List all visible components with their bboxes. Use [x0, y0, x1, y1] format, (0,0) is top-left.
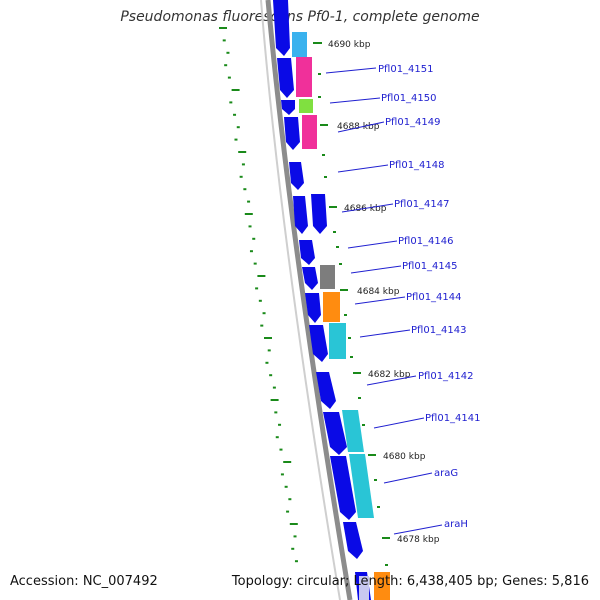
- cog-bar: [320, 265, 335, 289]
- gene-label[interactable]: araG: [434, 468, 458, 479]
- kbp-tick-label: 4678 kbp: [397, 535, 440, 545]
- gc-content-track: [219, 27, 298, 563]
- gene-label[interactable]: Pfl01_4148: [389, 160, 445, 171]
- genome-backbone-inner: [260, 0, 341, 600]
- cog-bar: [299, 99, 313, 113]
- gene-labels: Pfl01_4151 Pfl01_4150 Pfl01_4149 Pfl01_4…: [378, 64, 481, 530]
- gene-label[interactable]: Pfl01_4147: [394, 199, 450, 210]
- cog-bar: [323, 292, 340, 322]
- gene-label-lines: [325, 67, 443, 535]
- gene-label[interactable]: Pfl01_4149: [385, 117, 441, 128]
- gene-label[interactable]: Pfl01_4150: [381, 93, 437, 104]
- gene-arrow[interactable]: [302, 267, 318, 290]
- gene-arrow[interactable]: [293, 196, 308, 234]
- gene-label[interactable]: Pfl01_4145: [402, 261, 458, 272]
- gene-label[interactable]: Pfl01_4146: [398, 236, 454, 247]
- gene-arrow[interactable]: [316, 372, 336, 409]
- outer-minor-ticks: [318, 73, 388, 566]
- gene-label[interactable]: araH: [444, 519, 468, 530]
- gene-arrow[interactable]: [323, 412, 347, 455]
- kbp-tick-label: 4680 kbp: [383, 452, 426, 462]
- gene-arrow[interactable]: [281, 100, 295, 115]
- cog-bar: [374, 572, 390, 600]
- genome-backbone: [265, 0, 353, 600]
- cog-bar: [329, 323, 346, 359]
- gene-arrow[interactable]: [311, 194, 327, 234]
- gene-arrows: [273, 0, 371, 600]
- gene-label[interactable]: Pfl01_4144: [406, 292, 462, 303]
- map-title: Pseudomonas fluorescens Pf0-1, complete …: [120, 9, 480, 25]
- kbp-ticks: 4690 kbp 4688 kbp 4686 kbp 4684 kbp 4682…: [313, 40, 440, 545]
- kbp-tick-label: 4682 kbp: [368, 370, 411, 380]
- gene-label[interactable]: Pfl01_4151: [378, 64, 434, 75]
- gene-arrow[interactable]: [330, 456, 356, 520]
- cog-bar: [302, 115, 317, 149]
- gene-label[interactable]: Pfl01_4141: [425, 413, 481, 424]
- gene-arrow[interactable]: [305, 293, 321, 323]
- cog-bar: [296, 57, 312, 97]
- gene-arrow[interactable]: [273, 0, 290, 56]
- gene-label[interactable]: Pfl01_4143: [411, 325, 467, 336]
- accession-label: Accession: NC_007492: [10, 574, 158, 589]
- gene-arrow[interactable]: [343, 522, 363, 559]
- gene-arrow[interactable]: [289, 162, 304, 190]
- gene-arrow[interactable]: [284, 117, 300, 150]
- cog-bar: [292, 32, 307, 57]
- gene-arrow[interactable]: [299, 240, 315, 265]
- kbp-tick-label: 4686 kbp: [344, 204, 387, 214]
- genome-summary: Topology: circular; Length: 6,438,405 bp…: [231, 574, 589, 589]
- gene-label[interactable]: Pfl01_4142: [418, 371, 474, 382]
- kbp-tick-label: 4684 kbp: [357, 287, 400, 297]
- gene-partial: [359, 576, 369, 600]
- kbp-tick-label: 4688 kbp: [337, 122, 380, 132]
- gene-arrow[interactable]: [309, 325, 328, 362]
- cog-bar: [349, 454, 374, 518]
- kbp-tick-label: 4690 kbp: [328, 40, 371, 50]
- cog-bar: [342, 410, 364, 452]
- cog-bars: [292, 32, 390, 600]
- gene-arrow[interactable]: [277, 58, 294, 98]
